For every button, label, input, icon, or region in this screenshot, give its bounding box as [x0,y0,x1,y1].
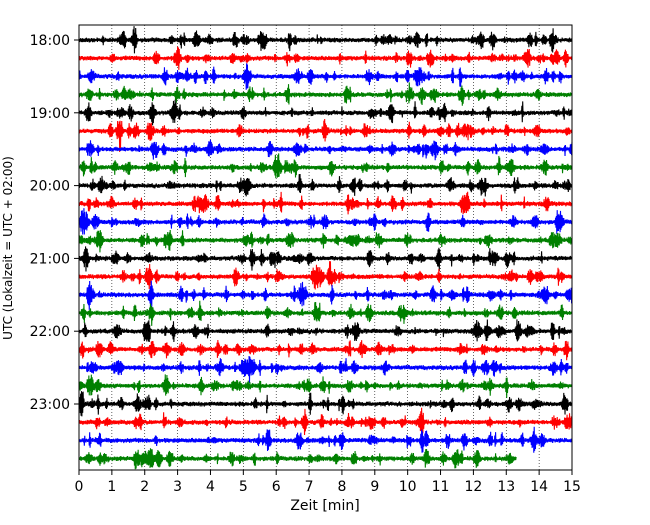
trace-2215 [78,340,573,361]
trace-1900 [78,99,573,126]
trace-2330 [78,426,573,453]
x-tick-label-2: 2 [140,479,149,495]
x-tick-label-11: 11 [432,479,450,495]
y-tick-label-2200: 22:00 [30,324,70,340]
trace-2130 [78,280,573,310]
x-tick-label-10: 10 [399,479,417,495]
trace-1915 [78,119,573,153]
trace-2145 [78,300,573,326]
trace-2000 [78,174,573,197]
trace-1945 [78,153,573,179]
axes: 0 1 2 3 4 5 6 7 8 9 10 11 12 13 14 1518:0019:0020:0021:… [30,24,581,495]
y-tick-label-2000: 20:00 [30,179,70,195]
trace-2100 [78,246,573,272]
x-tick-label-14: 14 [530,479,548,495]
y-axis-label: UTC (Lokalzeit = UTC + 02:00) [1,156,15,340]
x-tick-label-15: 15 [563,479,581,495]
x-tick-label-5: 5 [239,479,248,495]
grid-lines [111,25,540,470]
y-tick-label-1800: 18:00 [30,33,70,49]
axes-frame [78,24,573,471]
x-tick-label-6: 6 [272,479,281,495]
x-tick-label-7: 7 [305,479,314,495]
x-tick-label-13: 13 [497,479,515,495]
trace-2045 [78,230,573,253]
y-tick-label-2300: 23:00 [30,397,70,413]
trace-2345 [78,448,517,470]
x-tick-label-9: 9 [370,479,379,495]
x-tick-label-0: 0 [75,479,84,495]
trace-2245 [78,374,573,398]
x-tick-label-3: 3 [173,479,182,495]
trace-2030 [78,208,573,235]
trace-2115 [78,261,573,290]
y-tick-label-1900: 19:00 [30,106,70,122]
y-tick-label-2100: 21:00 [30,251,70,267]
x-tick-label-12: 12 [464,479,482,495]
trace-1800 [78,26,573,54]
trace-1830 [78,63,573,90]
trace-1815 [78,46,573,70]
x-tick-label-1: 1 [107,479,116,495]
trace-1930 [78,139,573,161]
x-axis-label: Zeit [min] [290,498,359,514]
trace-2200 [78,319,573,343]
trace-2015 [78,191,573,215]
trace-1845 [78,82,573,106]
trace-2230 [78,355,573,384]
trace-layer [78,26,573,470]
x-tick-label-4: 4 [206,479,215,495]
trace-2315 [78,407,573,435]
x-tick-label-8: 8 [337,479,346,495]
trace-2300 [78,391,573,417]
